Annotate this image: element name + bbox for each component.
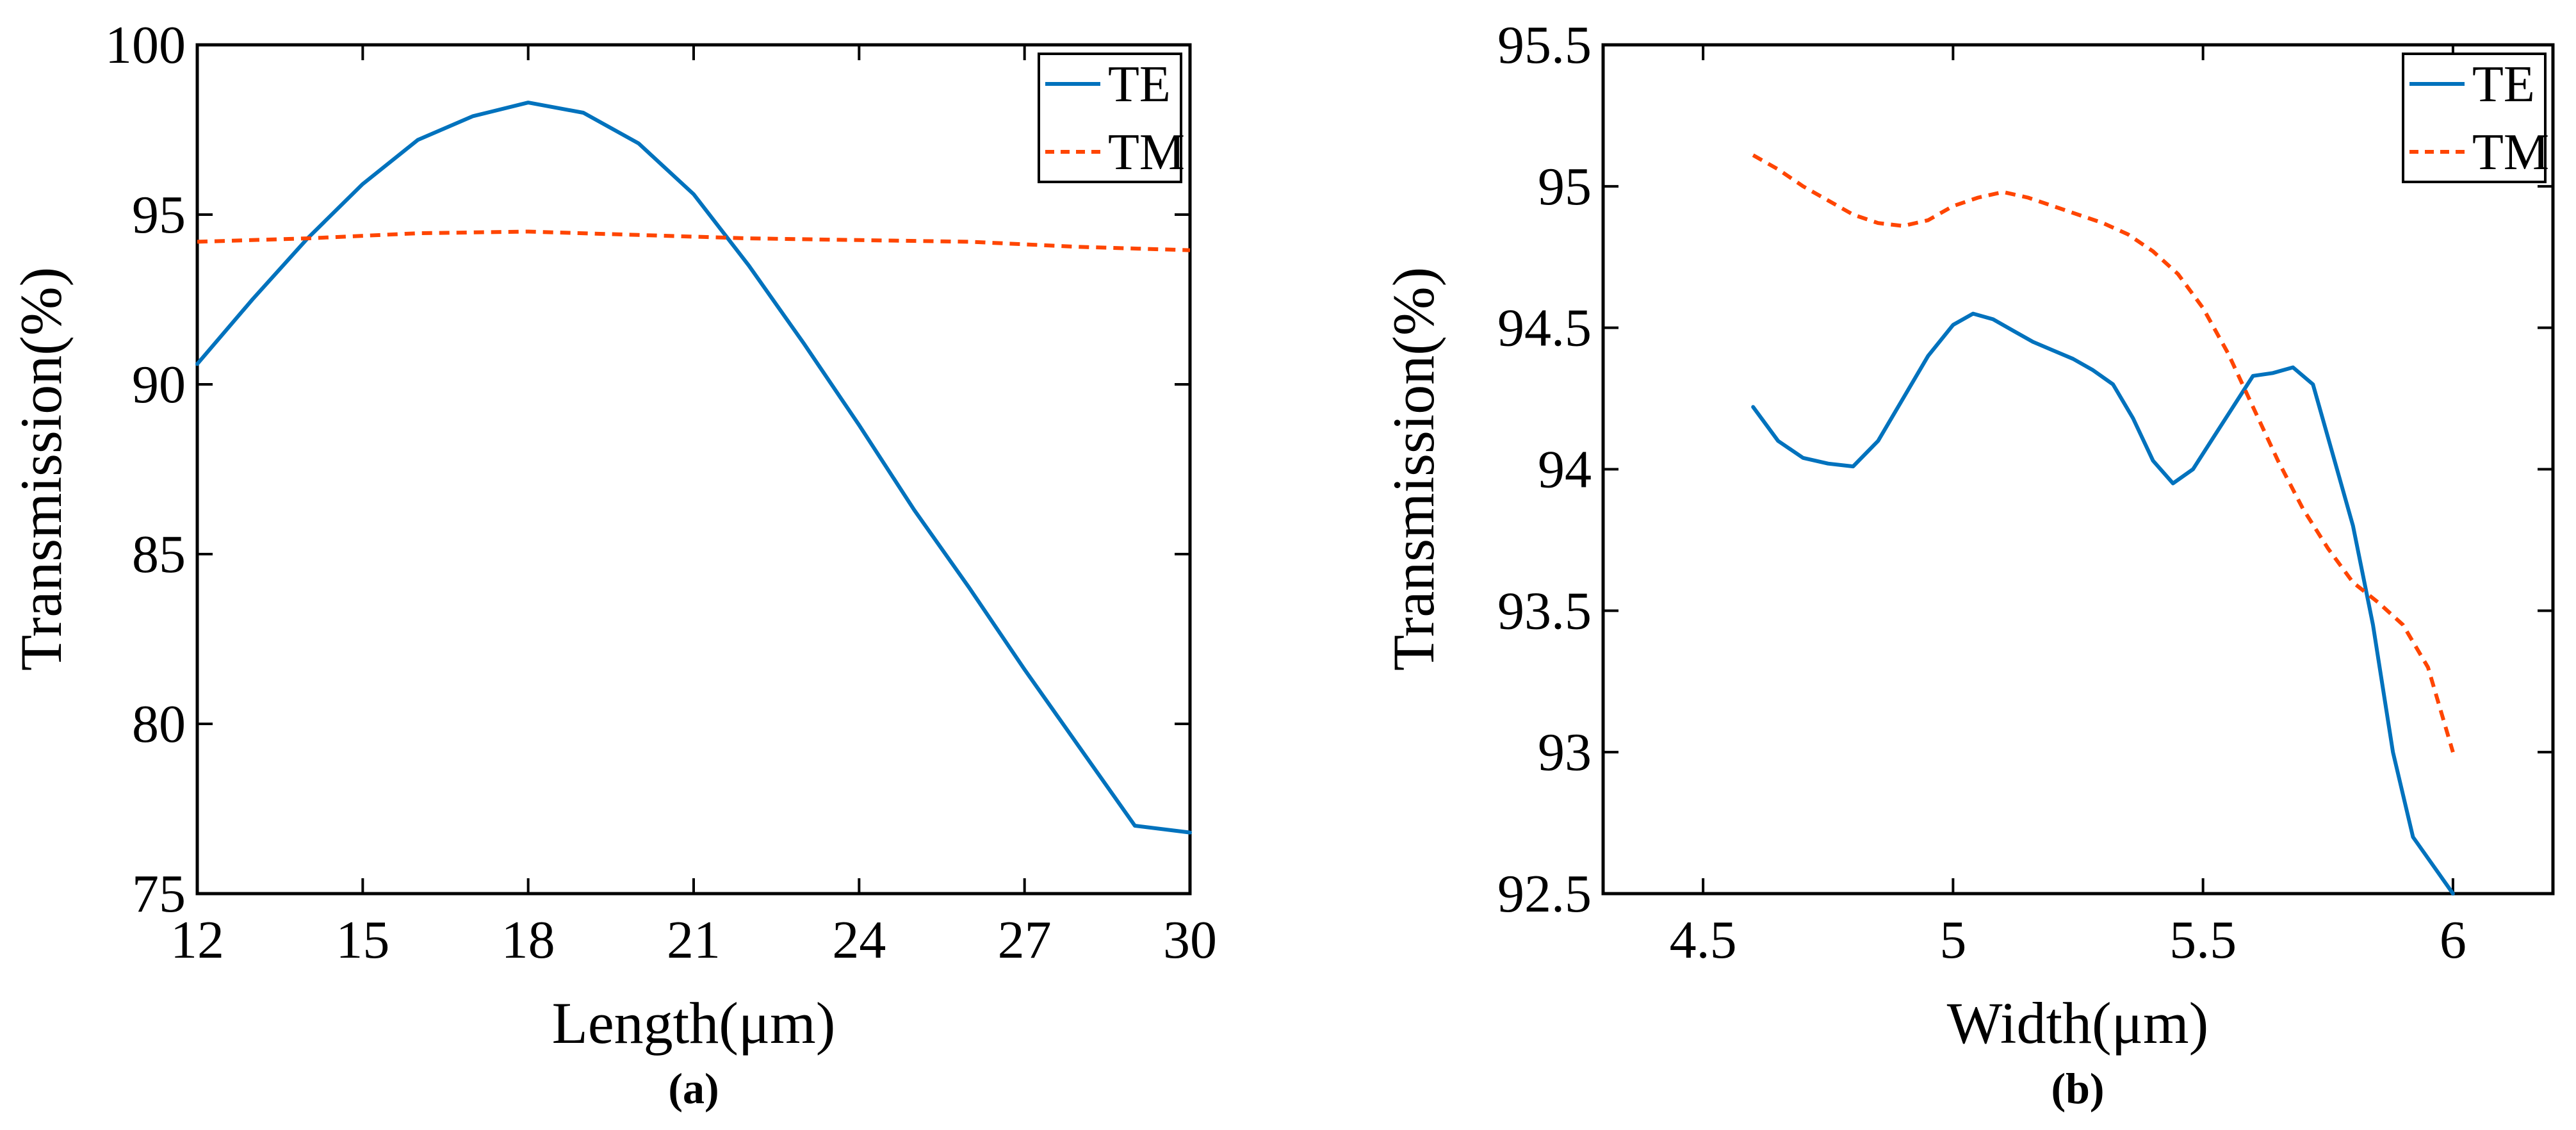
y-tick-label-b: 93.5 <box>1497 581 1592 641</box>
x-tick-label-a: 12 <box>170 910 224 970</box>
legend-label-a-tm: TM <box>1108 124 1185 181</box>
x-tick-label-a: 27 <box>998 910 1052 970</box>
y-tick-label-b: 92.5 <box>1497 864 1592 924</box>
panel-a: 75 80 85 90 95 100 12 15 18 21 24 27 30 Transmissio… <box>8 15 1217 1113</box>
x-ticks-a: 12 15 18 21 24 27 30 <box>170 45 1217 970</box>
y-tick-label-a: 85 <box>132 525 186 584</box>
legend-label-b-tm: TM <box>2472 124 2549 181</box>
legend-b: TE TM <box>2402 53 2549 183</box>
x-tick-label-a: 30 <box>1163 910 1217 970</box>
legend-label-a-te: TE <box>1108 56 1171 113</box>
x-tick-label-b: 5 <box>1939 910 1966 970</box>
x-tick-label-b: 6 <box>2440 910 2466 970</box>
x-tick-label-a: 21 <box>667 910 721 970</box>
series-group-a <box>195 101 1192 835</box>
x-tick-label-a: 18 <box>501 910 555 970</box>
y-tick-label-a: 95 <box>132 185 186 245</box>
legend-box-b <box>2402 53 2547 183</box>
y-tick-label-b: 94 <box>1538 440 1592 500</box>
y-tick-label-a: 100 <box>105 15 186 75</box>
x-axis-label-b: Width(μm) <box>1947 990 2208 1056</box>
panel-b: 92.5 93 93.5 94 94.5 95 95.5 4.5 5 5.5 6 Transmis… <box>1381 15 2555 1113</box>
series-line-a-tm <box>197 229 1191 252</box>
y-tick-label-b: 94.5 <box>1497 299 1592 358</box>
legend-label-b-te: TE <box>2472 56 2535 113</box>
y-ticks-b: 92.5 93 93.5 94 94.5 95 95.5 <box>1497 15 2553 924</box>
x-ticks-b: 4.5 5 5.5 6 <box>1670 45 2466 970</box>
series-line-a-te <box>195 101 1192 835</box>
y-tick-label-b: 95 <box>1538 157 1592 217</box>
y-axis-label-a: Transmission(%) <box>8 267 74 671</box>
y-tick-label-b: 95.5 <box>1497 15 1592 75</box>
legend-a: TE TM <box>1038 53 1185 183</box>
legend-box-a <box>1038 53 1182 183</box>
x-tick-label-b: 4.5 <box>1670 910 1737 970</box>
x-axis-label-a: Length(μm) <box>552 990 836 1056</box>
y-axis-label-b: Transmission(%) <box>1381 267 1446 671</box>
series-line-b-te <box>1751 311 2455 896</box>
x-tick-label-b: 5.5 <box>2169 910 2237 970</box>
x-tick-label-a: 24 <box>832 910 886 970</box>
x-tick-label-a: 15 <box>336 910 389 970</box>
y-tick-label-a: 80 <box>132 694 186 754</box>
panel-caption-b: (b) <box>2051 1064 2104 1113</box>
y-tick-label-b: 93 <box>1538 723 1592 782</box>
series-group-b <box>1751 153 2455 896</box>
y-tick-label-a: 90 <box>132 355 186 414</box>
y-ticks-a: 75 80 85 90 95 100 <box>105 15 1190 924</box>
y-tick-label-a: 75 <box>132 864 186 924</box>
panel-caption-a: (a) <box>668 1064 719 1113</box>
series-line-b-tm <box>1752 153 2455 753</box>
